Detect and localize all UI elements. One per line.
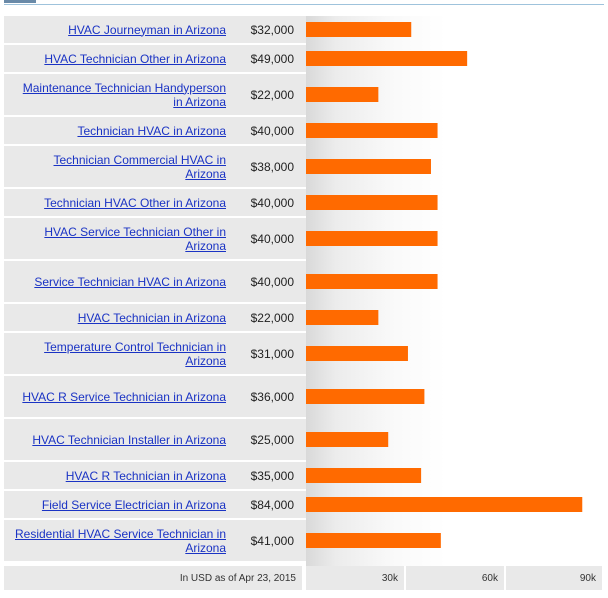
job-title-cell: HVAC R Service Technician in Arizona bbox=[4, 376, 230, 417]
salary-value: $40,000 bbox=[250, 123, 294, 138]
job-title-link[interactable]: Temperature Control Technician in Arizon… bbox=[44, 339, 226, 368]
salary-bar bbox=[306, 22, 412, 37]
table-row: HVAC Service Technician Other in Arizona… bbox=[4, 218, 306, 261]
salary-bar bbox=[306, 468, 422, 483]
job-title-cell: HVAC Technician Installer in Arizona bbox=[4, 419, 230, 460]
salary-bar bbox=[306, 195, 438, 210]
job-title-link[interactable]: Service Technician HVAC in Arizona bbox=[34, 274, 226, 289]
table-row: Field Service Electrician in Arizona $84,… bbox=[4, 491, 306, 520]
salary-bar bbox=[306, 123, 438, 138]
salary-bar bbox=[306, 533, 441, 548]
currency-note: In USD as of Apr 23, 2015 bbox=[4, 566, 302, 590]
table-row: HVAC Technician Other in Arizona $49,000 bbox=[4, 45, 306, 74]
salary-bar bbox=[306, 274, 438, 289]
salary-value: $35,000 bbox=[250, 468, 294, 483]
job-title-cell: HVAC Service Technician Other in Arizona bbox=[4, 218, 230, 259]
table-row: HVAC Technician in Arizona $22,000 bbox=[4, 304, 306, 333]
job-title-cell: Maintenance Technician Handyperson in Ar… bbox=[4, 74, 230, 115]
salary-bar bbox=[306, 432, 389, 447]
table-row: HVAC R Service Technician in Arizona $36,… bbox=[4, 376, 306, 419]
job-title-cell: Field Service Electrician in Arizona bbox=[4, 491, 230, 518]
x-tick-label: 60k bbox=[406, 566, 504, 590]
job-title-cell: Service Technician HVAC in Arizona bbox=[4, 261, 230, 302]
job-title-cell: Technician Commercial HVAC in Arizona bbox=[4, 146, 230, 187]
salary-bar bbox=[306, 51, 468, 66]
job-title-link[interactable]: HVAC Journeyman in Arizona bbox=[68, 22, 226, 37]
salary-value: $84,000 bbox=[250, 497, 294, 512]
salary-value: $36,000 bbox=[250, 389, 294, 404]
salary-value: $49,000 bbox=[250, 51, 294, 66]
job-title-link[interactable]: HVAC R Service Technician in Arizona bbox=[22, 389, 226, 404]
salary-value: $40,000 bbox=[250, 231, 294, 246]
table-row: Temperature Control Technician in Arizon… bbox=[4, 333, 306, 376]
salary-value: $31,000 bbox=[250, 346, 294, 361]
salary-value: $40,000 bbox=[250, 274, 294, 289]
job-title-cell: HVAC R Technician in Arizona bbox=[4, 462, 230, 489]
x-tick-label: 30k bbox=[306, 566, 404, 590]
salary-value: $22,000 bbox=[250, 87, 294, 102]
top-heading-fragment bbox=[4, 0, 36, 3]
salary-bar bbox=[306, 310, 379, 325]
salary-bar bbox=[306, 346, 408, 361]
table-row: HVAC Journeyman in Arizona $32,000 bbox=[4, 16, 306, 45]
table-row: Technician HVAC Other in Arizona $40,000 bbox=[4, 189, 306, 218]
bar-area bbox=[306, 16, 602, 566]
salary-bar bbox=[306, 497, 583, 512]
table-row: Service Technician HVAC in Arizona $40,00… bbox=[4, 261, 306, 304]
job-title-link[interactable]: Technician HVAC in Arizona bbox=[77, 123, 226, 138]
job-title-link[interactable]: HVAC Technician Installer in Arizona bbox=[32, 432, 226, 447]
job-title-cell: HVAC Journeyman in Arizona bbox=[4, 16, 230, 43]
chart-footer: In USD as of Apr 23, 2015 30k 60k 90k bbox=[4, 566, 602, 592]
table-row: Technician Commercial HVAC in Arizona $38… bbox=[4, 146, 306, 189]
salary-value: $38,000 bbox=[250, 159, 294, 174]
salary-rows: HVAC Journeyman in Arizona $32,000 HVAC Te… bbox=[4, 16, 306, 563]
job-title-link[interactable]: Field Service Electrician in Arizona bbox=[41, 497, 226, 512]
table-row: Residential HVAC Service Technician in A… bbox=[4, 520, 306, 563]
job-title-link[interactable]: Technician HVAC Other in Arizona bbox=[44, 195, 226, 210]
salary-value: $25,000 bbox=[250, 432, 294, 447]
bar-svg bbox=[306, 22, 583, 548]
job-title-cell: Temperature Control Technician in Arizon… bbox=[4, 333, 230, 374]
job-title-link[interactable]: HVAC Service Technician Other in Arizona bbox=[44, 224, 226, 253]
salary-bar bbox=[306, 389, 425, 404]
job-title-cell: Technician HVAC in Arizona bbox=[4, 117, 230, 144]
job-title-link[interactable]: Technician Commercial HVAC in Arizona bbox=[53, 152, 227, 181]
table-row: Technician HVAC in Arizona $40,000 bbox=[4, 117, 306, 146]
job-title-link[interactable]: HVAC R Technician in Arizona bbox=[65, 468, 226, 483]
job-title-link[interactable]: Residential HVAC Service Technician in A… bbox=[15, 526, 226, 555]
salary-bar bbox=[306, 159, 431, 174]
job-title-cell: HVAC Technician Other in Arizona bbox=[4, 45, 230, 72]
job-title-link[interactable]: Maintenance Technician Handyperson in Ar… bbox=[22, 80, 226, 109]
salary-value: $41,000 bbox=[250, 533, 294, 548]
salary-value: $40,000 bbox=[250, 195, 294, 210]
table-row: Maintenance Technician Handyperson in Ar… bbox=[4, 74, 306, 117]
table-row: HVAC Technician Installer in Arizona $25,… bbox=[4, 419, 306, 462]
salary-bar bbox=[306, 231, 438, 246]
job-title-link[interactable]: HVAC Technician Other in Arizona bbox=[44, 51, 226, 66]
salary-value: $22,000 bbox=[250, 310, 294, 325]
salary-chart: HVAC Journeyman in Arizona $32,000 HVAC Te… bbox=[4, 16, 602, 592]
salary-bar bbox=[306, 87, 379, 102]
job-title-link[interactable]: HVAC Technician in Arizona bbox=[77, 310, 226, 325]
table-row: HVAC R Technician in Arizona $35,000 bbox=[4, 462, 306, 491]
salary-value: $32,000 bbox=[250, 22, 294, 37]
job-title-cell: Residential HVAC Service Technician in A… bbox=[4, 520, 230, 561]
job-title-cell: Technician HVAC Other in Arizona bbox=[4, 189, 230, 216]
top-divider bbox=[4, 0, 604, 5]
job-title-cell: HVAC Technician in Arizona bbox=[4, 304, 230, 331]
x-tick-label: 90k bbox=[506, 566, 602, 590]
